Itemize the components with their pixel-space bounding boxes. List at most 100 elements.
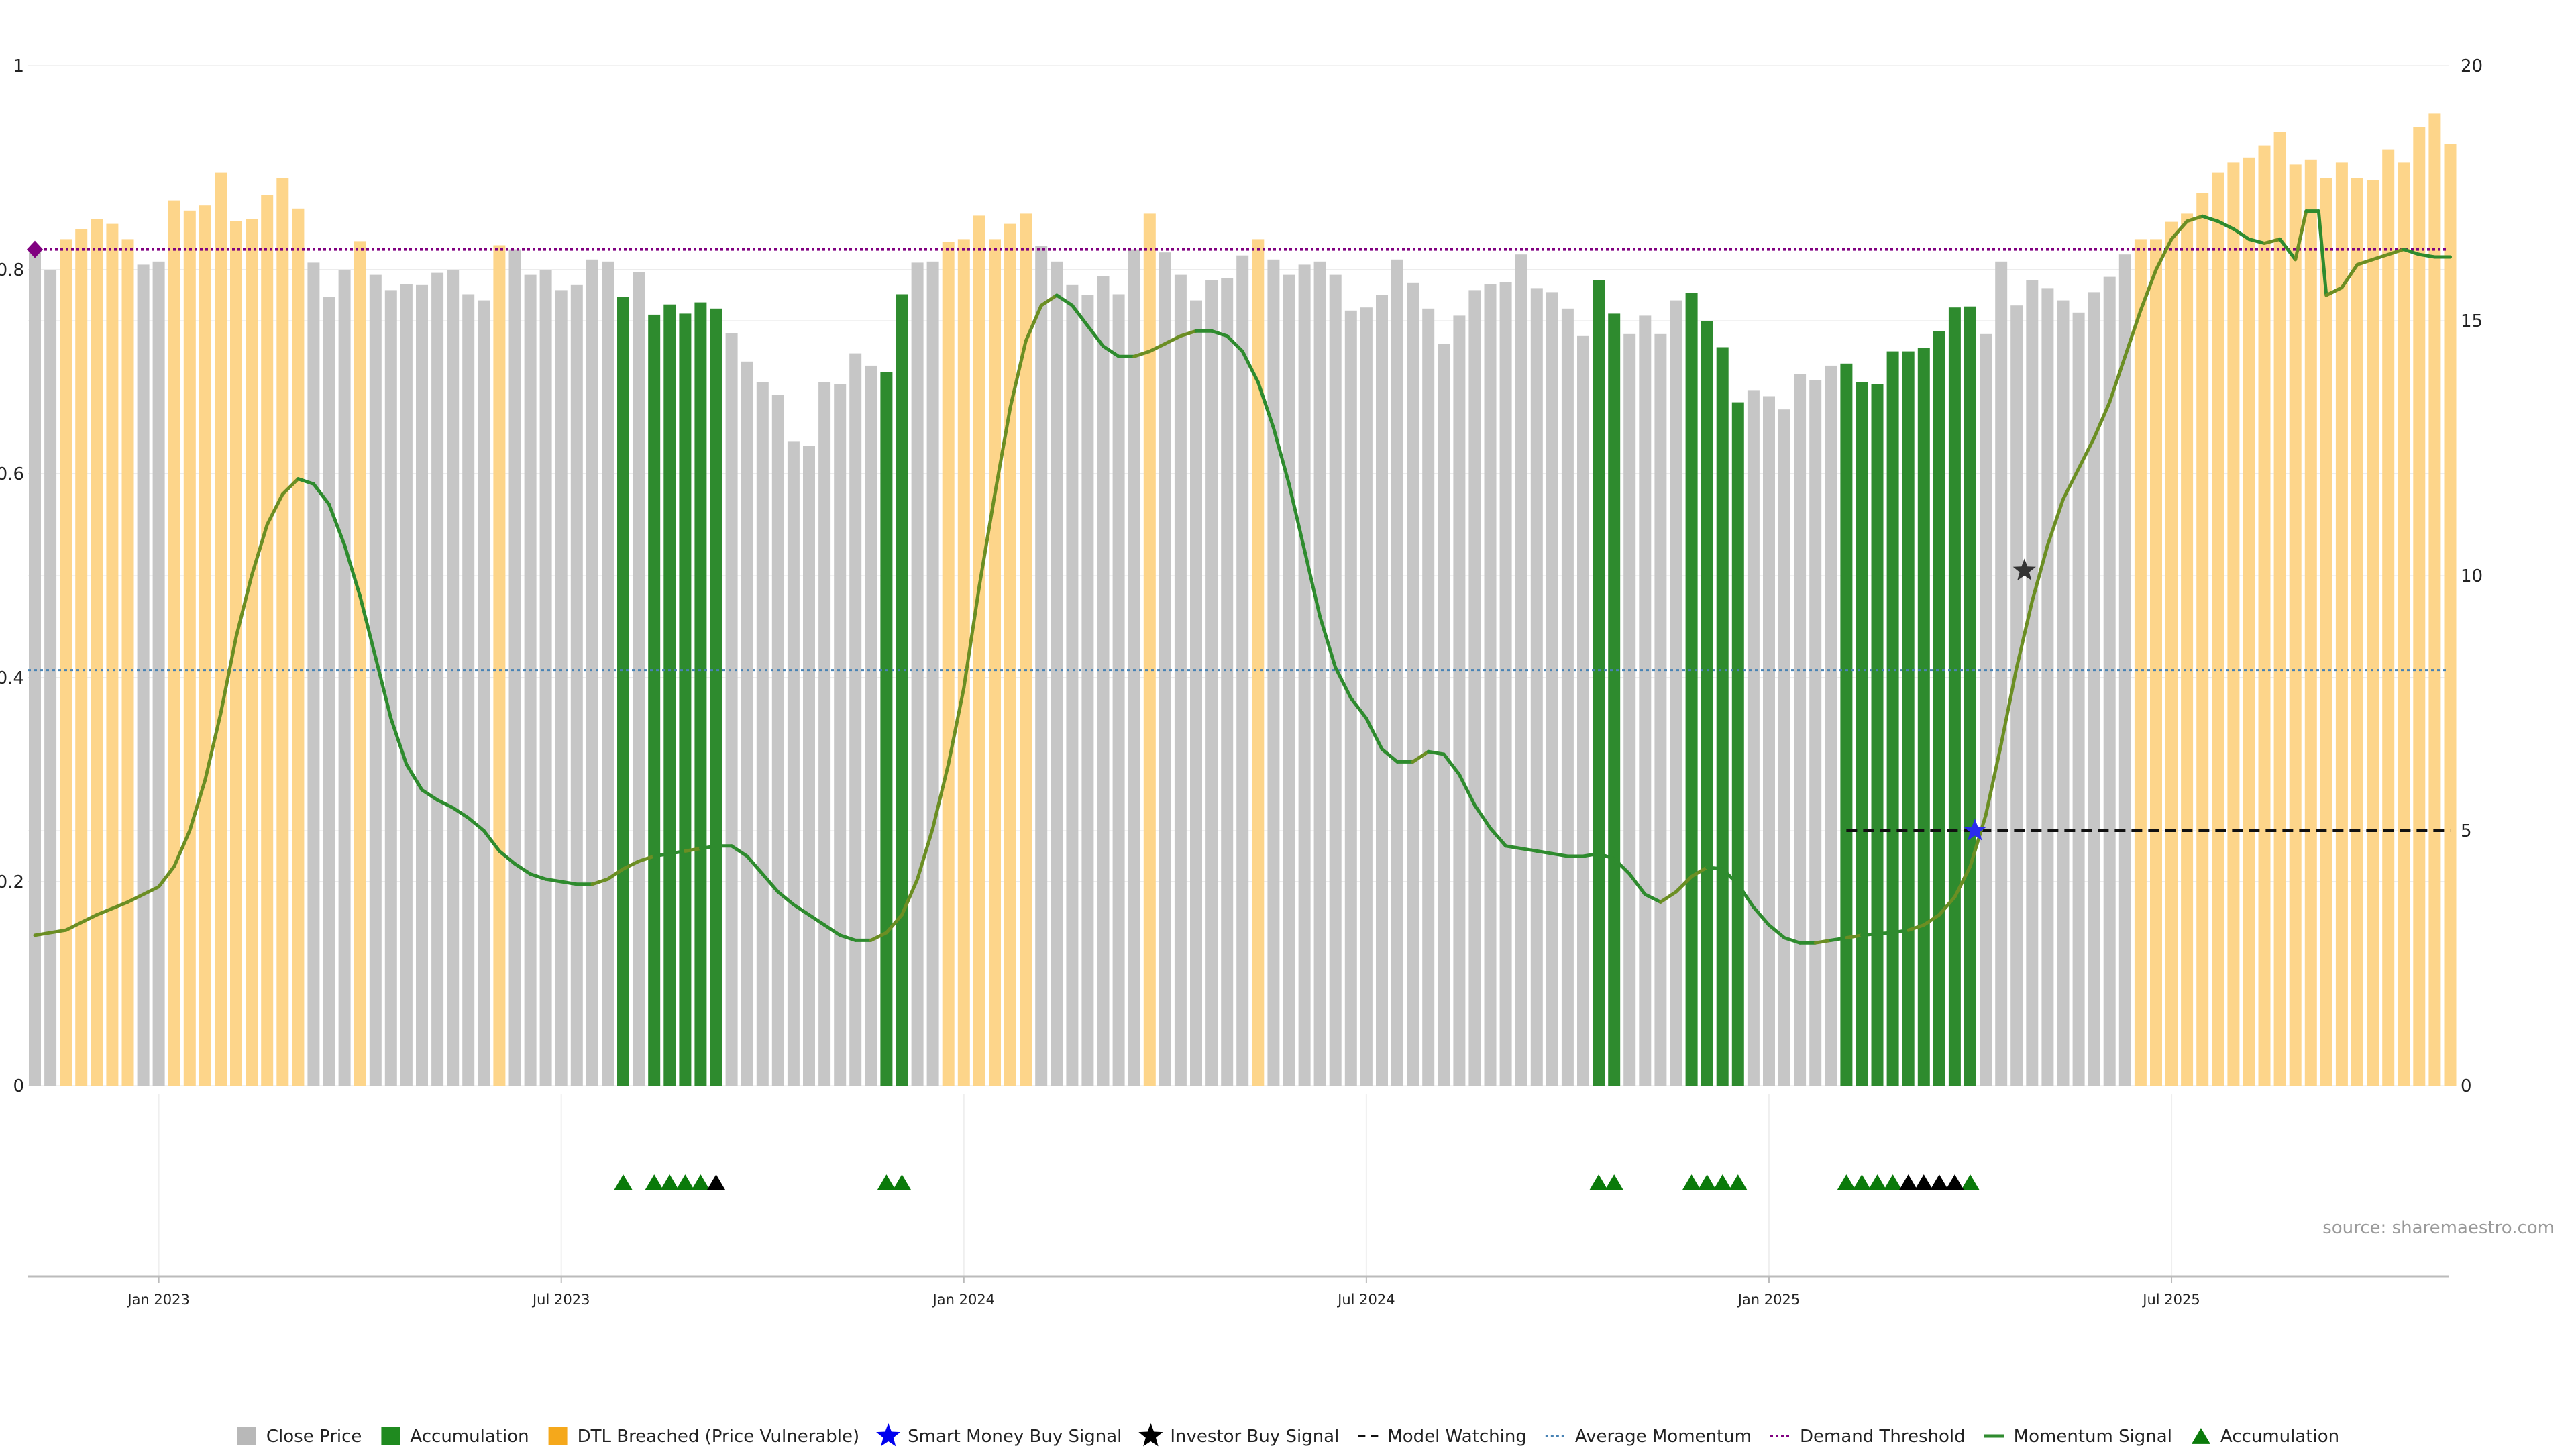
momentum-signal-segment xyxy=(667,849,687,855)
momentum-signal-segment xyxy=(1008,339,1028,409)
momentum-signal-segment xyxy=(2077,436,2096,470)
momentum-signal-segment xyxy=(2092,401,2112,440)
close-price-bar xyxy=(1809,380,1822,1086)
close-price-bar xyxy=(137,264,150,1086)
momentum-signal-segment xyxy=(1364,717,1384,751)
accumulation-marker-icon xyxy=(1868,1174,1887,1190)
momentum-signal-segment xyxy=(1287,482,1307,552)
momentum-signal-segment xyxy=(2108,354,2127,405)
dtl-breached-bar xyxy=(91,219,103,1086)
close-price-bar xyxy=(1561,308,1574,1086)
accumulation-marker-icon xyxy=(645,1174,664,1190)
close-price-bar xyxy=(818,382,831,1086)
investor-marker-icon xyxy=(1898,1174,1918,1190)
momentum-signal-segment xyxy=(64,913,99,932)
close-price-bar xyxy=(431,272,444,1086)
momentum-signal-segment xyxy=(389,717,409,766)
momentum-signal-segment xyxy=(420,788,439,802)
momentum-signal-segment xyxy=(590,877,610,886)
accumulation-bar xyxy=(1886,351,1899,1086)
accumulation-marker-icon xyxy=(660,1174,680,1190)
accumulation-bar xyxy=(648,314,661,1086)
momentum-signal-segment xyxy=(2200,214,2220,223)
dtl-breached-bar xyxy=(957,239,970,1086)
legend-item: DTL Breached (Price Vulnerable) xyxy=(548,1427,859,1447)
momentum-signal-segment xyxy=(1489,826,1508,848)
momentum-signal-segment xyxy=(931,762,951,830)
momentum-signal-segment xyxy=(761,872,780,894)
momentum-signal-segment xyxy=(343,543,362,598)
close-price-bar xyxy=(1468,290,1481,1086)
close-price-bar xyxy=(2010,305,2023,1086)
momentum-signal-segment xyxy=(869,931,888,942)
source-label: source: sharemaestro.com xyxy=(2322,1218,2555,1238)
momentum-signal-segment xyxy=(900,877,920,917)
momentum-signal-segment xyxy=(1674,874,1694,894)
dtl-breached-bar xyxy=(2382,149,2395,1086)
accumulation-bar xyxy=(1948,307,1961,1086)
momentum-signal-segment xyxy=(947,686,966,766)
momentum-signal-segment xyxy=(1767,923,1786,940)
dtl-breached-bar xyxy=(2428,113,2441,1086)
accumulation-marker-icon xyxy=(691,1174,710,1190)
dtl-breached-bar xyxy=(2150,239,2162,1086)
momentum-signal-segment xyxy=(1085,324,1105,348)
accumulation-marker-icon xyxy=(1605,1174,1624,1190)
momentum-signal-segment xyxy=(1457,772,1477,807)
investor-marker-icon xyxy=(1945,1174,1964,1190)
legend-label: Average Momentum xyxy=(1575,1427,1752,1447)
close-price-bar xyxy=(1174,274,1187,1086)
momentum-signal-segment xyxy=(358,594,378,660)
dtl-breached-bar xyxy=(973,215,985,1086)
close-price-bar xyxy=(2103,276,2116,1086)
legend-label: Investor Buy Signal xyxy=(1170,1427,1339,1447)
momentum-signal-segment xyxy=(451,806,470,820)
close-price-bar xyxy=(1438,344,1450,1086)
momentum-signal-segment xyxy=(2278,237,2298,262)
momentum-signal-segment xyxy=(698,844,718,851)
close-price-bar xyxy=(1190,300,1202,1086)
momentum-signal-segment xyxy=(482,829,501,853)
close-price-bar xyxy=(2072,312,2085,1086)
momentum-signal-segment xyxy=(435,798,455,810)
dtl-breached-bar xyxy=(2273,132,2286,1086)
close-price-bar xyxy=(834,384,847,1086)
legend-item: Accumulation xyxy=(2191,1427,2339,1447)
accumulation-marker-icon xyxy=(1713,1174,1732,1190)
close-price-bar xyxy=(1995,261,2008,1086)
momentum-signal-segment xyxy=(916,826,935,881)
momentum-signal-segment xyxy=(126,885,161,904)
close-price-bar xyxy=(1313,261,1326,1086)
momentum-signal-segment xyxy=(1752,905,1771,927)
momentum-signal-segment xyxy=(606,867,625,881)
legend-star-icon xyxy=(1138,1423,1163,1447)
accumulation-marker-icon xyxy=(676,1174,695,1190)
close-price-bar xyxy=(1051,261,1063,1086)
accumulation-bar xyxy=(1856,382,1868,1086)
dtl-breached-bar xyxy=(2258,145,2271,1086)
accumulation-bar xyxy=(1964,306,1976,1086)
accumulation-bar xyxy=(1593,280,1605,1086)
momentum-signal-segment xyxy=(219,635,238,715)
dtl-breached-bar xyxy=(2304,159,2317,1086)
dtl-breached-bar xyxy=(121,239,134,1086)
momentum-signal-segment xyxy=(2185,214,2204,223)
legend-item: Model Watching xyxy=(1358,1427,1527,1447)
close-price-bar xyxy=(416,284,428,1086)
investor-marker-icon xyxy=(1914,1174,1933,1190)
momentum-signal-segment xyxy=(1643,892,1662,904)
accumulation-bar xyxy=(1871,384,1884,1086)
momentum-signal-segment xyxy=(1860,932,1879,937)
close-price-bar xyxy=(2041,288,2054,1086)
accumulation-marker-icon xyxy=(1697,1174,1717,1190)
momentum-signal-segment xyxy=(1999,666,2019,746)
x-tick-label: Jan 2023 xyxy=(126,1292,190,1308)
momentum-signal-segment xyxy=(1721,867,1740,886)
dtl-breached-bar xyxy=(75,229,88,1086)
momentum-signal-segment xyxy=(652,851,672,858)
momentum-signal-segment xyxy=(157,864,176,889)
close-price-bar xyxy=(2057,300,2070,1086)
momentum-signal-segment xyxy=(1519,847,1539,853)
momentum-signal-segment xyxy=(1256,380,1275,430)
close-price-bar xyxy=(1530,288,1543,1086)
